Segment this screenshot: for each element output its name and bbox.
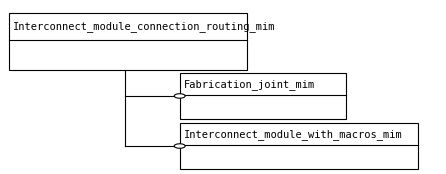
Circle shape [174,144,185,148]
Bar [180,73,346,119]
Text: Interconnect_module_connection_routing_mim: Interconnect_module_connection_routing_m… [13,21,276,32]
Bar [180,123,417,169]
Bar [9,13,247,70]
Text: Interconnect_module_with_macros_mim: Interconnect_module_with_macros_mim [184,129,403,140]
Circle shape [174,94,185,98]
Text: Fabrication_joint_mim: Fabrication_joint_mim [184,79,315,90]
